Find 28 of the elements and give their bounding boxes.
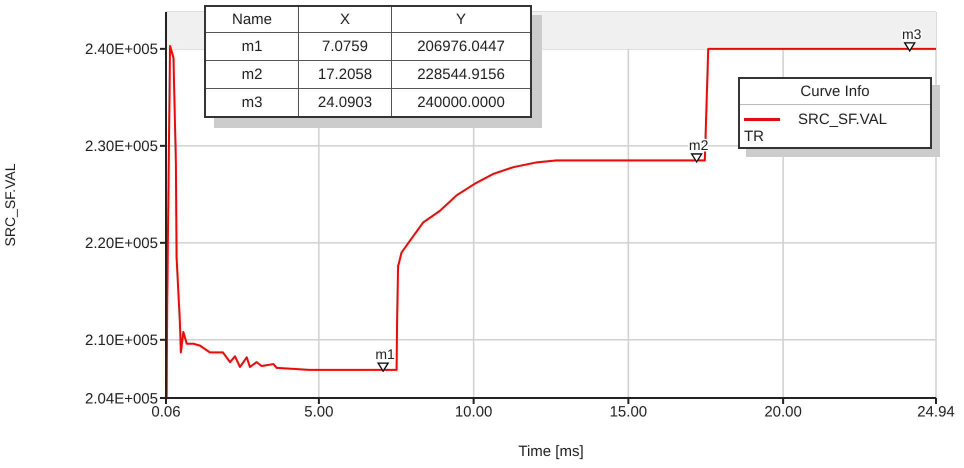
annotation: 206976.0447	[392, 32, 531, 60]
annotation: TR	[744, 128, 765, 145]
annotation: 17.2058	[298, 60, 392, 88]
annotation: m1	[375, 346, 396, 362]
annotation: m3	[205, 88, 298, 117]
y-tick-label: 2.40E+005	[85, 41, 158, 58]
legend-title: Curve Info	[740, 79, 930, 105]
x-axis-title: Time [ms]	[518, 443, 584, 460]
annotation: Name	[205, 6, 298, 32]
annotation: X	[298, 6, 392, 32]
x-tick-label: 20.00	[764, 404, 802, 421]
annotation: m1	[205, 32, 298, 60]
x-tick-label: 5.00	[304, 404, 334, 421]
annotation: 240000.0000	[392, 88, 531, 117]
y-tick-label: 2.30E+005	[85, 138, 158, 156]
legend-label: SRC_SF.VAL	[798, 111, 887, 128]
y-axis-title: SRC_SF.VAL	[2, 163, 18, 246]
y-tick-label: 2.20E+005	[85, 235, 158, 252]
annotation: 7.0759	[298, 32, 392, 60]
annotation: 24.0903	[298, 88, 392, 117]
annotation: m2	[205, 60, 298, 88]
annotation: 228544.9156	[392, 60, 531, 88]
y-tick-label: 2.10E+005	[85, 332, 158, 350]
annotation: m3	[902, 26, 922, 42]
x-tick-label: 15.00	[610, 404, 648, 421]
x-tick-label: 10.00	[454, 404, 492, 421]
annotation: Y	[392, 6, 531, 32]
x-tick-label: 24.94	[917, 404, 955, 421]
